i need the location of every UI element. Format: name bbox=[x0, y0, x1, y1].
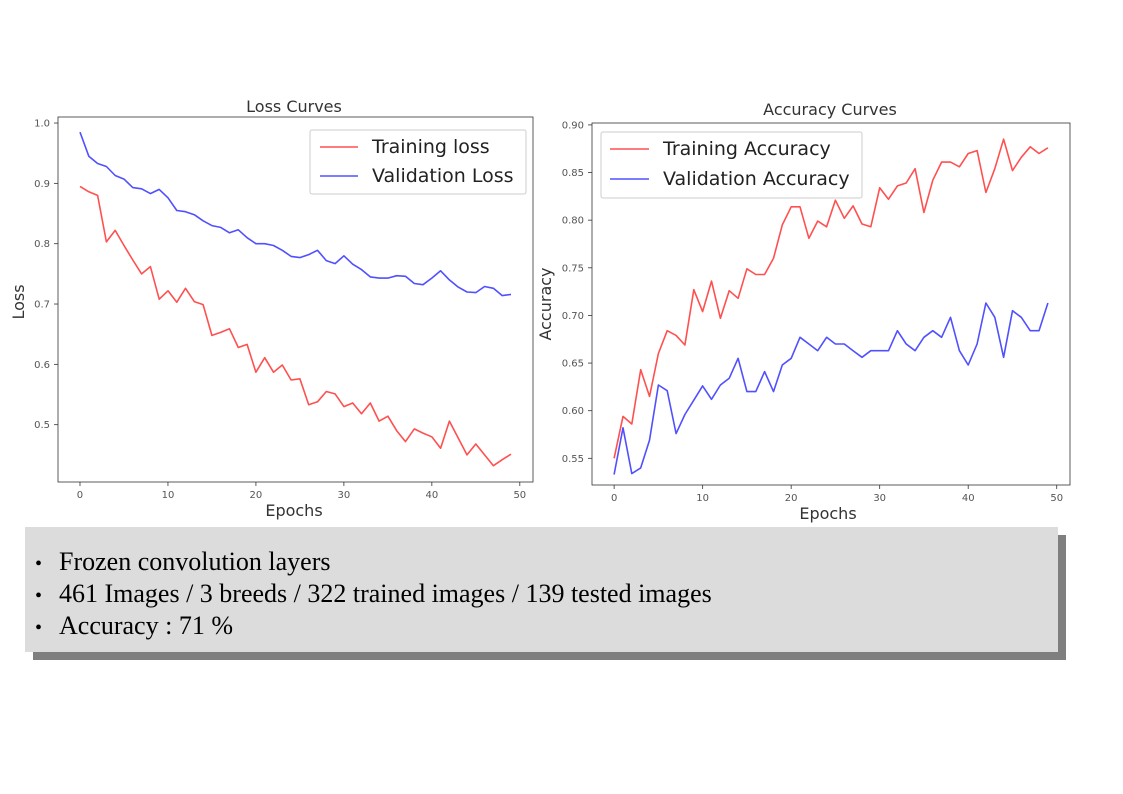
x-tick-label: 50 bbox=[1050, 493, 1063, 504]
accuracy-chart: Accuracy Curves 0 10 20 30 40 500.550.600.650… bbox=[536, 100, 1071, 523]
x-tick-label: 30 bbox=[873, 493, 886, 504]
tick-group: 0 10 20 30 40 50 0.5 0.6 0.7 0.8 0.9 1.0 bbox=[34, 119, 526, 501]
x-tick-label: 10 bbox=[696, 493, 709, 504]
y-tick-label: 0.6 bbox=[34, 360, 50, 371]
y-tick-label: 0.8 bbox=[34, 239, 50, 250]
legend: Training loss Validation Loss bbox=[309, 129, 527, 195]
y-tick-label: 0.65 bbox=[562, 359, 584, 370]
list-item: • Frozen convolution layers bbox=[35, 547, 1058, 579]
y-axis-label: Loss bbox=[9, 284, 28, 319]
y-tick-label: 0.55 bbox=[562, 454, 584, 465]
x-tick-label: 40 bbox=[962, 493, 975, 504]
bullet-icon: • bbox=[35, 553, 43, 575]
legend-label-validation-loss: Validation Loss bbox=[372, 165, 514, 187]
plot-frame bbox=[57, 116, 534, 483]
list-item: • 461 Images / 3 breeds / 322 trained im… bbox=[35, 579, 1058, 611]
x-tick-label: 10 bbox=[162, 490, 175, 501]
legend-label-training-accuracy: Training Accuracy bbox=[662, 138, 831, 160]
x-tick-label: 20 bbox=[785, 493, 798, 504]
series-line-training-accuracy bbox=[613, 138, 1049, 459]
legend-box bbox=[309, 129, 527, 195]
y-tick-label: 0.70 bbox=[562, 311, 584, 322]
series-line-validation-accuracy bbox=[613, 302, 1049, 475]
series-line-validation-loss bbox=[79, 131, 512, 297]
tick-group: 0 10 20 30 40 50 0.55 0.60 0.65 0.70 0.75 0.80 0.85 0… bbox=[562, 120, 1063, 504]
x-tick-label: 50 bbox=[513, 490, 526, 501]
x-tick-label: 20 bbox=[250, 490, 263, 501]
series-line-training-loss bbox=[79, 185, 512, 467]
y-tick-label: 0.60 bbox=[562, 406, 584, 417]
x-tick-label: 0 bbox=[611, 493, 617, 504]
legend: Training Accuracy Validation Accuracy bbox=[600, 131, 863, 199]
legend-label-validation-accuracy: Validation Accuracy bbox=[663, 168, 850, 190]
list-item: • Accuracy : 71 % bbox=[35, 611, 1058, 643]
chart-title: Loss Curves bbox=[246, 97, 342, 116]
x-axis-label: Epochs bbox=[799, 504, 856, 523]
y-tick-label: 1.0 bbox=[34, 119, 50, 130]
bullet-list: • Frozen convolution layers • 461 Images… bbox=[25, 527, 1058, 643]
chart-title: Accuracy Curves bbox=[763, 100, 897, 119]
legend-box bbox=[600, 131, 863, 199]
y-tick-label: 0.9 bbox=[34, 179, 50, 190]
list-item-text: Frozen convolution layers bbox=[59, 547, 331, 576]
x-axis-label: Epochs bbox=[265, 501, 322, 520]
x-tick-label: 0 bbox=[77, 490, 83, 501]
y-tick-label: 0.7 bbox=[34, 300, 50, 311]
loss-chart: Loss Curves 0 10 20 30 40 50 0.5 0.6 0.7 0.8 0.9 1.… bbox=[9, 97, 534, 520]
y-tick-label: 0.75 bbox=[562, 263, 584, 274]
bullet-icon: • bbox=[35, 617, 43, 639]
y-axis-label: Accuracy bbox=[536, 267, 555, 340]
bullet-icon: • bbox=[35, 585, 43, 607]
y-tick-label: 0.90 bbox=[562, 120, 584, 131]
x-tick-label: 30 bbox=[338, 490, 351, 501]
list-item-text: 461 Images / 3 breeds / 322 trained imag… bbox=[59, 579, 712, 608]
y-tick-label: 0.85 bbox=[562, 168, 584, 179]
legend-label-training-loss: Training loss bbox=[371, 136, 490, 158]
x-tick-label: 40 bbox=[425, 490, 438, 501]
y-tick-label: 0.5 bbox=[34, 420, 50, 431]
list-item-text: Accuracy : 71 % bbox=[59, 611, 233, 640]
plot-frame bbox=[591, 122, 1071, 486]
info-box: • Frozen convolution layers • 461 Images… bbox=[25, 527, 1058, 652]
y-tick-label: 0.80 bbox=[562, 216, 584, 227]
series-group bbox=[79, 131, 512, 467]
series-group bbox=[613, 138, 1049, 475]
